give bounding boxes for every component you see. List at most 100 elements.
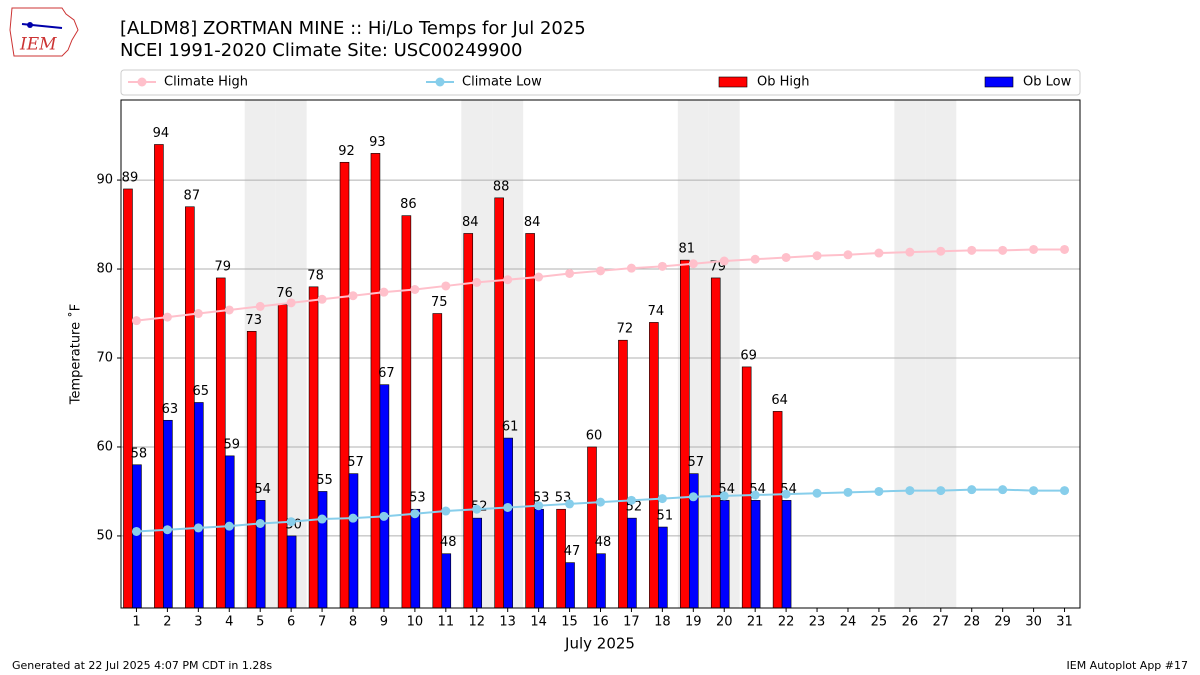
marker bbox=[998, 245, 1008, 255]
marker bbox=[905, 486, 915, 496]
data-label: 47 bbox=[564, 544, 581, 559]
marker bbox=[410, 284, 420, 294]
x-tick-label: 22 bbox=[778, 615, 795, 630]
marker bbox=[162, 525, 172, 535]
marker bbox=[967, 485, 977, 495]
data-label: 61 bbox=[502, 420, 519, 435]
marker bbox=[255, 518, 265, 528]
x-tick-label: 7 bbox=[318, 615, 326, 630]
data-label: 54 bbox=[254, 482, 271, 497]
bar bbox=[596, 553, 606, 609]
x-tick-label: 13 bbox=[499, 615, 516, 630]
legend-label: Climate Low bbox=[462, 75, 542, 90]
data-label: 55 bbox=[316, 473, 333, 488]
bar bbox=[277, 304, 288, 609]
bar bbox=[154, 144, 164, 609]
data-label: 79 bbox=[214, 259, 231, 274]
weekend-shade bbox=[925, 100, 957, 608]
logo-dot bbox=[27, 22, 33, 28]
marker bbox=[286, 298, 296, 308]
marker bbox=[874, 486, 884, 496]
bar bbox=[441, 553, 452, 609]
footer-right: IEM Autoplot App #17 bbox=[1067, 659, 1189, 672]
marker bbox=[379, 287, 389, 297]
x-tick-label: 16 bbox=[592, 615, 609, 630]
bar bbox=[185, 206, 195, 609]
bar bbox=[317, 491, 328, 609]
marker bbox=[719, 491, 729, 501]
marker bbox=[348, 291, 358, 301]
bar bbox=[772, 411, 783, 609]
marker bbox=[843, 487, 853, 497]
marker bbox=[224, 305, 234, 315]
footer-left: Generated at 22 Jul 2025 4:07 PM CDT in … bbox=[12, 659, 272, 672]
data-label: 84 bbox=[524, 215, 541, 230]
data-label: 84 bbox=[462, 215, 479, 230]
marker bbox=[193, 523, 203, 533]
bar bbox=[463, 233, 474, 609]
bar bbox=[379, 384, 390, 609]
bar bbox=[494, 197, 504, 609]
marker bbox=[874, 248, 884, 258]
x-tick-label: 10 bbox=[407, 615, 424, 630]
data-label: 72 bbox=[617, 322, 634, 337]
marker bbox=[626, 263, 636, 273]
x-axis-label: July 2025 bbox=[564, 635, 635, 653]
marker bbox=[224, 521, 234, 531]
data-label: 53 bbox=[409, 491, 426, 506]
marker bbox=[534, 501, 544, 511]
marker bbox=[317, 294, 327, 304]
data-label: 51 bbox=[657, 509, 674, 524]
marker bbox=[565, 268, 575, 278]
legend-marker bbox=[137, 77, 147, 87]
bar bbox=[587, 446, 597, 609]
data-label: 63 bbox=[162, 402, 179, 417]
marker bbox=[472, 504, 482, 514]
weekend-shade bbox=[894, 100, 926, 608]
y-tick-label: 90 bbox=[96, 173, 113, 188]
x-tick-label: 5 bbox=[256, 615, 264, 630]
marker bbox=[1029, 244, 1039, 254]
marker bbox=[441, 281, 451, 291]
data-label: 65 bbox=[193, 384, 210, 399]
marker bbox=[812, 251, 822, 261]
data-label: 78 bbox=[307, 268, 324, 283]
marker bbox=[750, 254, 760, 264]
x-tick-label: 11 bbox=[438, 615, 455, 630]
marker bbox=[348, 513, 358, 523]
bar bbox=[255, 500, 266, 609]
data-label: 76 bbox=[276, 286, 293, 301]
marker bbox=[503, 275, 513, 285]
bar bbox=[658, 526, 668, 609]
x-tick-label: 1 bbox=[132, 615, 140, 630]
marker bbox=[719, 256, 729, 266]
marker bbox=[596, 266, 605, 276]
data-label: 94 bbox=[153, 126, 170, 141]
marker bbox=[286, 517, 296, 527]
bar bbox=[308, 286, 319, 609]
bar bbox=[710, 277, 721, 609]
marker bbox=[936, 246, 946, 256]
bar bbox=[163, 419, 173, 609]
logo: IEM bbox=[9, 7, 79, 57]
x-tick-label: 27 bbox=[933, 615, 950, 630]
y-tick-label: 60 bbox=[96, 439, 113, 454]
x-tick-label: 23 bbox=[809, 615, 826, 630]
legend-box bbox=[120, 69, 1081, 96]
data-label: 86 bbox=[400, 197, 417, 212]
bar bbox=[750, 500, 761, 609]
marker bbox=[812, 488, 822, 498]
data-label: 60 bbox=[586, 428, 603, 443]
marker bbox=[688, 492, 698, 502]
marker bbox=[750, 490, 760, 500]
bar bbox=[401, 215, 412, 609]
legend-label: Climate High bbox=[164, 75, 248, 90]
data-label: 75 bbox=[431, 295, 448, 310]
bar bbox=[194, 402, 204, 609]
chart-title: [ALDM8] ZORTMAN MINE :: Hi/Lo Temps for … bbox=[120, 18, 586, 39]
marker bbox=[379, 511, 389, 521]
x-tick-label: 15 bbox=[561, 615, 578, 630]
data-label: 88 bbox=[493, 179, 510, 194]
bar bbox=[525, 233, 535, 609]
bar bbox=[286, 535, 297, 609]
